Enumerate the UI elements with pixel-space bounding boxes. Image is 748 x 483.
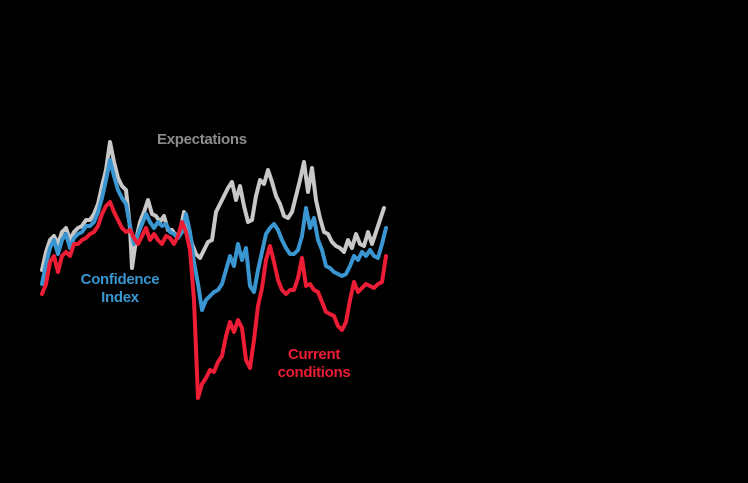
current-conditions-label: Current conditions: [270, 346, 358, 382]
current-conditions-label-line2: conditions: [277, 364, 351, 381]
expectations-label: Expectations: [157, 131, 247, 149]
expectations-label-text: Expectations: [157, 131, 247, 148]
confidence-index-label-line1: Confidence: [80, 271, 160, 288]
confidence-index-label-line2: Index: [101, 289, 139, 306]
expectations-line: [40, 140, 386, 272]
current-conditions-line: [40, 200, 388, 400]
current-conditions-label-line1: Current: [287, 346, 341, 363]
confidence-index-line: [40, 158, 388, 312]
confidence-index-label: Confidence Index: [74, 271, 166, 307]
